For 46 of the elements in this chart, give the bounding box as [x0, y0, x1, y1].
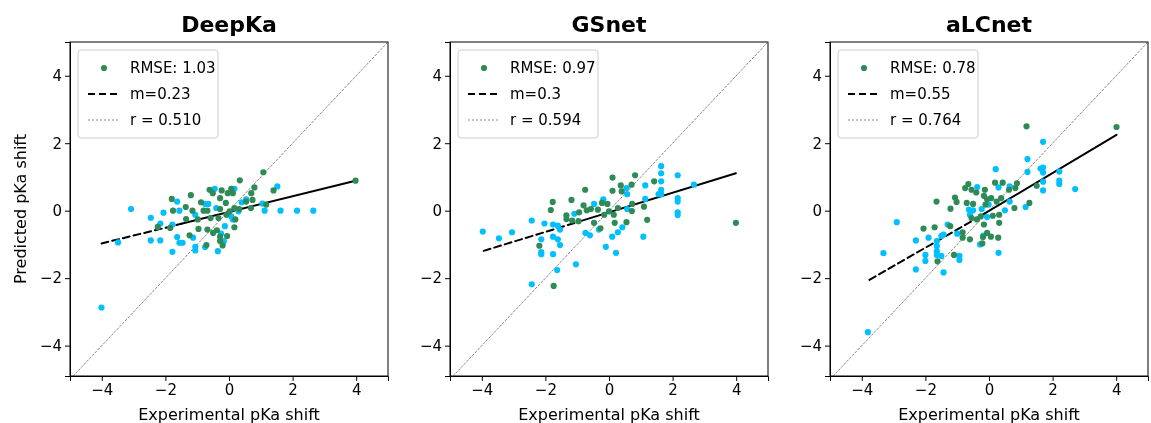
x-tick-label: −4 — [471, 380, 494, 399]
x-axis-title: Experimental pKa shift — [898, 405, 1080, 423]
legend-label: RMSE: 1.03 — [130, 59, 216, 77]
x-tick-label: 0 — [604, 380, 615, 399]
x-tick-label: 2 — [288, 380, 298, 399]
y-tick-label: 4 — [432, 67, 442, 86]
legend-label: r = 0.594 — [510, 111, 582, 129]
x-tick-label: 0 — [224, 380, 235, 399]
legend-label: RMSE: 0.97 — [510, 59, 596, 77]
x-tick-label: −2 — [154, 380, 177, 399]
x-tick-label: 4 — [351, 380, 362, 399]
x-tick-label: 2 — [1048, 380, 1058, 399]
x-tick-label: 2 — [668, 380, 678, 399]
y-tick-label: 2 — [52, 134, 62, 153]
y-tick-label: −2 — [799, 269, 822, 288]
x-tick-label: −2 — [914, 380, 937, 399]
y-tick-label: 0 — [52, 201, 62, 220]
x-tick-label: 4 — [731, 380, 742, 399]
y-tick-label: 2 — [812, 134, 822, 153]
legend-label: m=0.3 — [510, 85, 562, 103]
y-tick-label: 4 — [52, 67, 62, 86]
x-tick-label: −4 — [91, 380, 114, 399]
y-tick-label: 0 — [432, 201, 442, 220]
y-tick-label: 0 — [812, 201, 822, 220]
legend-label: RMSE: 0.78 — [890, 59, 976, 77]
chart-title: GSnet — [571, 12, 647, 37]
y-tick-label: −2 — [39, 269, 62, 288]
y-tick-label: −4 — [799, 336, 822, 355]
y-axis-title: Predicted pKa shift — [11, 134, 30, 284]
legend-label: r = 0.764 — [890, 111, 962, 129]
x-tick-label: 4 — [1111, 380, 1122, 399]
y-tick-label: 2 — [432, 134, 442, 153]
legend-label: r = 0.510 — [130, 111, 202, 129]
x-tick-label: −2 — [534, 380, 557, 399]
y-tick-label: −4 — [419, 336, 442, 355]
legend-label: m=0.55 — [890, 85, 951, 103]
x-axis-title: Experimental pKa shift — [518, 405, 700, 423]
legend-label: m=0.23 — [130, 85, 191, 103]
x-tick-label: 0 — [984, 380, 995, 399]
y-tick-label: 4 — [812, 67, 822, 86]
y-tick-label: −4 — [39, 336, 62, 355]
x-axis-title: Experimental pKa shift — [138, 405, 320, 423]
chart-title: aLCnet — [945, 12, 1033, 37]
y-tick-label: −2 — [419, 269, 442, 288]
chart-title: DeepKa — [181, 12, 277, 37]
x-tick-label: −4 — [851, 380, 874, 399]
